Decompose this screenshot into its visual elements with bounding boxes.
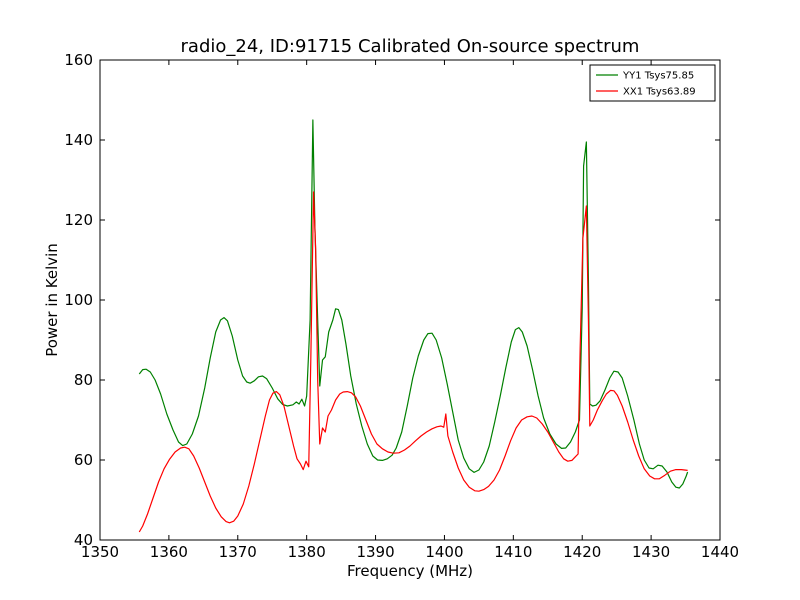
plot-area <box>99 59 721 541</box>
x-axis-label: Frequency (MHz) <box>347 562 473 580</box>
y-axis: 40 60 80 100 120 140 160 <box>64 51 720 549</box>
series-layer <box>138 119 689 533</box>
x-tick-label: 1440 <box>701 543 739 561</box>
x-tick-label: 1410 <box>494 543 532 561</box>
x-tick-label: 1420 <box>563 543 601 561</box>
y-tick-label: 160 <box>64 51 93 69</box>
x-tick-label: 1380 <box>288 543 326 561</box>
series-line-1 <box>138 119 689 489</box>
x-tick-label: 1350 <box>81 543 119 561</box>
x-tick-label: 1430 <box>632 543 670 561</box>
legend-box <box>589 64 716 102</box>
y-axis-label: Power in Kelvin <box>43 243 61 357</box>
x-tick-label: 1390 <box>356 543 394 561</box>
legend-label-2: XX1 Tsys63.89 <box>623 87 696 98</box>
y-tick-label: 40 <box>74 531 93 549</box>
x-tick-label: 1400 <box>425 543 463 561</box>
series-line-2 <box>138 191 688 533</box>
y-tick-label: 80 <box>74 371 93 389</box>
x-axis: 1350 1360 1370 1380 1390 1400 1410 1420 1430 1440 <box>81 60 739 561</box>
y-tick-label: 100 <box>64 291 93 309</box>
y-tick-label: 120 <box>64 211 93 229</box>
plot-background <box>100 60 720 540</box>
y-tick-label: 140 <box>64 131 93 149</box>
chart-title: radio_24, ID:91715 Calibrated On-source … <box>181 36 640 57</box>
x-tick-label: 1370 <box>219 543 257 561</box>
chart-legend: YY1 Tsys75.85 XX1 Tsys63.89 <box>589 64 716 102</box>
x-tick-label: 1360 <box>150 543 188 561</box>
legend-label-1: YY1 Tsys75.85 <box>622 71 694 82</box>
y-tick-label: 60 <box>74 451 93 469</box>
